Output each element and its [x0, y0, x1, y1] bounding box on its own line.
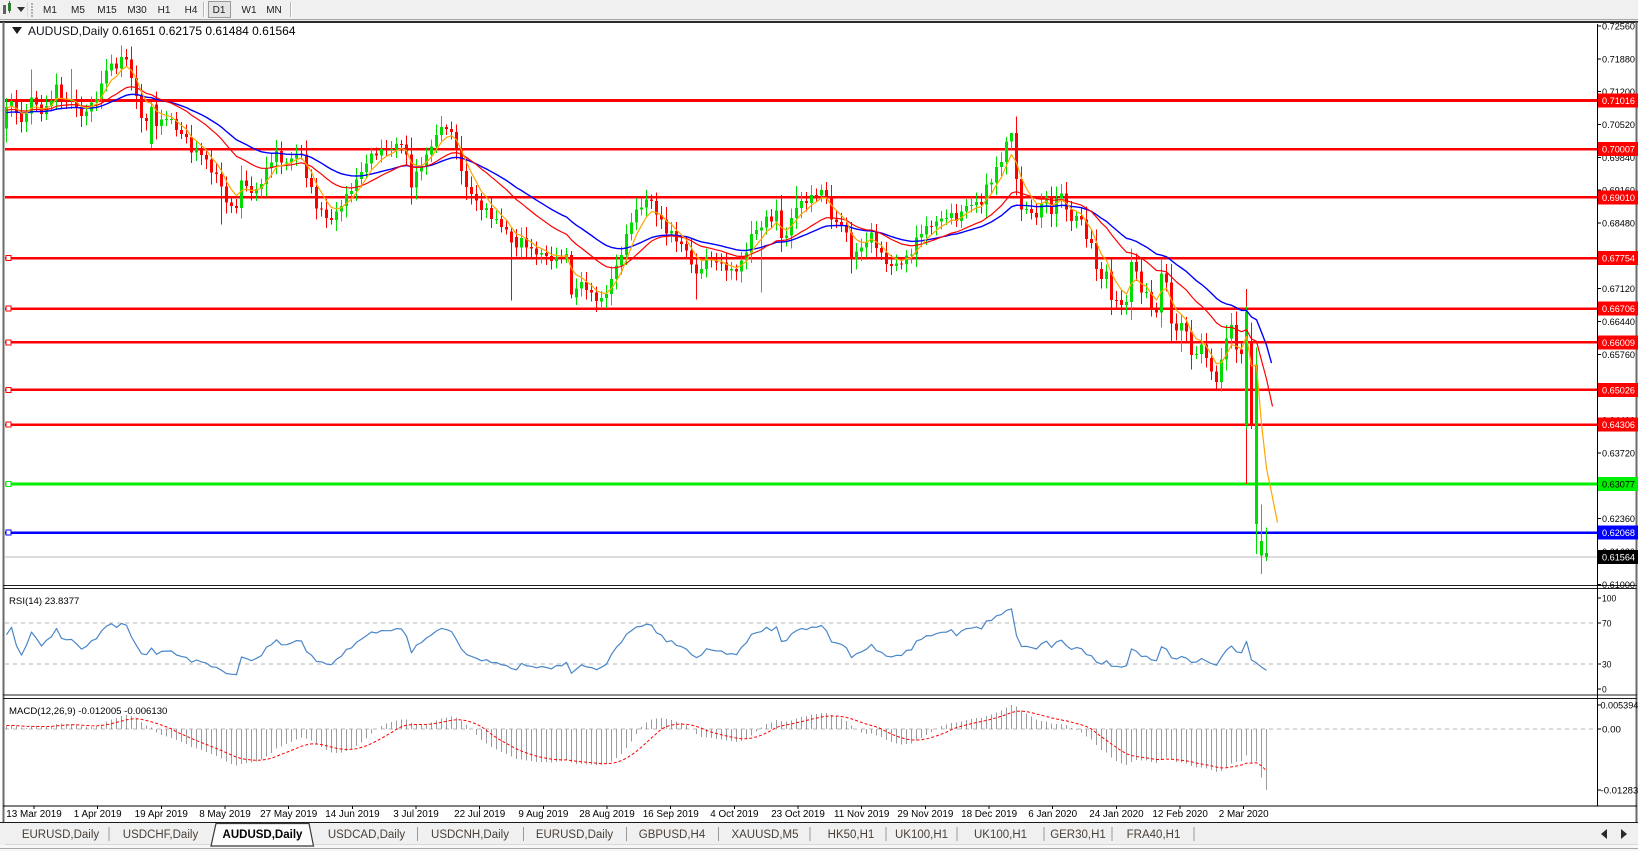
svg-text:GBPUSD,H4: GBPUSD,H4	[639, 829, 706, 841]
svg-text:M1: M1	[43, 5, 57, 16]
svg-text:0.72560: 0.72560	[1602, 21, 1635, 31]
svg-text:30: 30	[1602, 660, 1611, 670]
svg-text:0.65760: 0.65760	[1602, 350, 1635, 360]
svg-text:22 Jul 2019: 22 Jul 2019	[454, 809, 506, 820]
svg-text:0.005394: 0.005394	[1601, 701, 1638, 711]
svg-text:0.67754: 0.67754	[1602, 254, 1635, 264]
svg-text:16 Sep 2019: 16 Sep 2019	[643, 809, 700, 820]
svg-text:H4: H4	[185, 5, 198, 16]
svg-text:0.66440: 0.66440	[1602, 317, 1635, 327]
svg-text:H1: H1	[158, 5, 171, 16]
svg-text:USDCAD,Daily: USDCAD,Daily	[328, 829, 406, 841]
svg-text:FRA40,H1: FRA40,H1	[1127, 829, 1181, 841]
svg-text:27 May 2019: 27 May 2019	[260, 809, 318, 820]
svg-text:0.71200: 0.71200	[1602, 87, 1635, 97]
svg-text:D1: D1	[213, 5, 226, 16]
svg-text:2 Mar 2020: 2 Mar 2020	[1219, 809, 1269, 820]
svg-text:6 Jan 2020: 6 Jan 2020	[1028, 809, 1077, 820]
svg-text:3 Jul 2019: 3 Jul 2019	[393, 809, 439, 820]
svg-text:0.61564: 0.61564	[1602, 553, 1635, 563]
svg-text:0.66706: 0.66706	[1602, 304, 1635, 314]
svg-text:RSI(14) 23.8377: RSI(14) 23.8377	[9, 596, 79, 607]
svg-text:0.71016: 0.71016	[1602, 96, 1635, 106]
svg-text:12 Feb 2020: 12 Feb 2020	[1152, 809, 1208, 820]
svg-text:14 Jun 2019: 14 Jun 2019	[325, 809, 380, 820]
svg-text:0: 0	[1602, 685, 1607, 695]
svg-text:0.70520: 0.70520	[1602, 120, 1635, 130]
svg-text:4 Oct 2019: 4 Oct 2019	[710, 809, 759, 820]
svg-text:24 Jan 2020: 24 Jan 2020	[1089, 809, 1144, 820]
svg-text:USDCHF,Daily: USDCHF,Daily	[123, 829, 199, 841]
svg-text:19 Apr 2019: 19 Apr 2019	[135, 809, 189, 820]
svg-text:UK100,H1: UK100,H1	[895, 829, 948, 841]
svg-text:0.67120: 0.67120	[1602, 284, 1635, 294]
svg-text:0.62360: 0.62360	[1602, 514, 1635, 524]
svg-text:0.63720: 0.63720	[1602, 448, 1635, 458]
svg-text:EURUSD,Daily: EURUSD,Daily	[536, 829, 614, 841]
svg-text:11 Nov 2019: 11 Nov 2019	[834, 809, 890, 820]
svg-text:0.69010: 0.69010	[1602, 193, 1635, 203]
svg-text:0.70007: 0.70007	[1602, 145, 1635, 155]
svg-text:29 Nov 2019: 29 Nov 2019	[897, 809, 954, 820]
svg-text:70: 70	[1602, 618, 1611, 628]
svg-text:MN: MN	[266, 5, 282, 16]
svg-text:0.61000: 0.61000	[1602, 580, 1635, 590]
svg-text:8 May 2019: 8 May 2019	[199, 809, 251, 820]
svg-text:100: 100	[1602, 594, 1616, 604]
svg-text:0.69840: 0.69840	[1602, 153, 1635, 163]
svg-text:XAUUSD,M5: XAUUSD,M5	[731, 829, 798, 841]
svg-text:0.64306: 0.64306	[1602, 420, 1635, 430]
svg-text:0.61651 0.62175 0.61484 0.6156: 0.61651 0.62175 0.61484 0.61564	[112, 24, 296, 38]
svg-text:M5: M5	[71, 5, 85, 16]
svg-text:M30: M30	[127, 5, 147, 16]
svg-text:EURUSD,Daily: EURUSD,Daily	[22, 829, 100, 841]
svg-text:-0.01283: -0.01283	[1601, 786, 1638, 796]
svg-text:0.66009: 0.66009	[1602, 338, 1635, 348]
svg-text:18 Dec 2019: 18 Dec 2019	[961, 809, 1018, 820]
svg-text:W1: W1	[242, 5, 257, 16]
svg-text:0.71880: 0.71880	[1602, 54, 1635, 64]
svg-text:UK100,H1: UK100,H1	[974, 829, 1027, 841]
svg-text:USDCNH,Daily: USDCNH,Daily	[431, 829, 509, 841]
svg-text:9 Aug 2019: 9 Aug 2019	[518, 809, 568, 820]
svg-text:0.63077: 0.63077	[1602, 480, 1635, 490]
svg-text:1 Apr 2019: 1 Apr 2019	[74, 809, 122, 820]
svg-text:0.00: 0.00	[1602, 725, 1621, 735]
svg-text:0.65026: 0.65026	[1602, 385, 1635, 395]
svg-text:MACD(12,26,9) -0.012005 -0.006: MACD(12,26,9) -0.012005 -0.006130	[9, 706, 167, 717]
svg-text:23 Oct 2019: 23 Oct 2019	[771, 809, 825, 820]
svg-text:28 Aug 2019: 28 Aug 2019	[579, 809, 635, 820]
svg-text:HK50,H1: HK50,H1	[828, 829, 875, 841]
svg-text:0.62068: 0.62068	[1602, 528, 1635, 538]
svg-text:M15: M15	[97, 5, 117, 16]
svg-text:13 Mar 2019: 13 Mar 2019	[6, 809, 62, 820]
svg-text:AUDUSD,Daily: AUDUSD,Daily	[223, 829, 303, 841]
svg-text:0.68480: 0.68480	[1602, 219, 1635, 229]
svg-text:GER30,H1: GER30,H1	[1050, 829, 1106, 841]
svg-text:AUDUSD,Daily: AUDUSD,Daily	[28, 24, 109, 38]
